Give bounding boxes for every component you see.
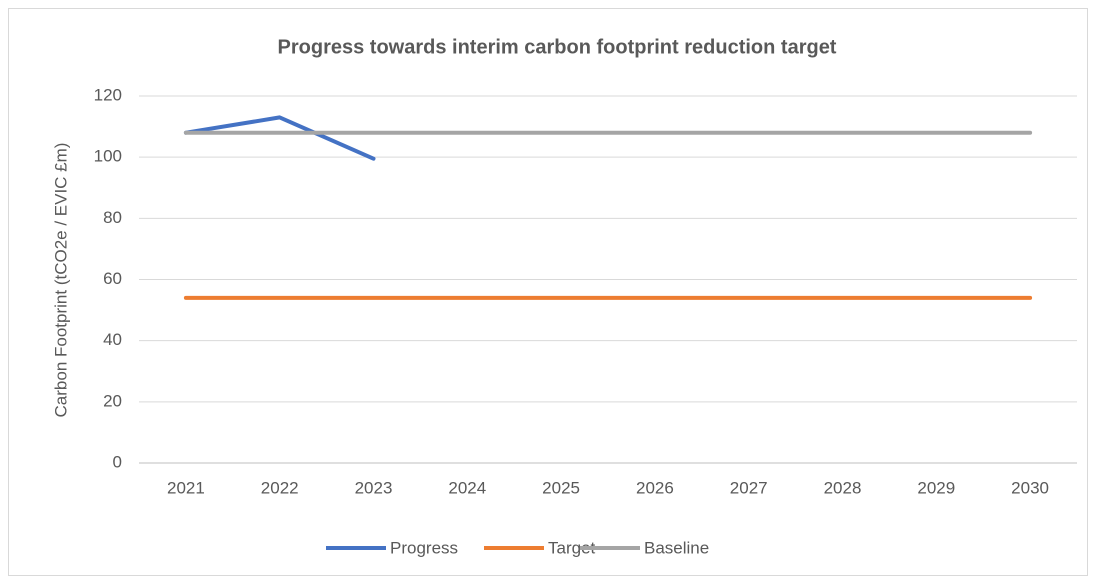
- chart-border: [8, 8, 1088, 576]
- x-tick-label: 2022: [261, 478, 299, 497]
- x-tick-label: 2025: [542, 478, 580, 497]
- x-tick-label: 2026: [636, 478, 674, 497]
- series-line: [183, 115, 376, 161]
- legend-label: Baseline: [644, 538, 709, 557]
- y-tick-label: 20: [103, 391, 122, 410]
- x-tick-label: 2028: [824, 478, 862, 497]
- legend-label: Target: [548, 538, 596, 557]
- y-tick-label: 120: [94, 85, 122, 104]
- x-tick-label: 2030: [1011, 478, 1049, 497]
- x-tick-label: 2021: [167, 478, 205, 497]
- y-tick-label: 40: [103, 330, 122, 349]
- y-axis-label: Carbon Footprint (tCO2e / EVIC £m): [51, 143, 70, 418]
- legend-label: Progress: [390, 538, 458, 557]
- x-tick-label: 2024: [448, 478, 486, 497]
- x-tick-label: 2027: [730, 478, 768, 497]
- y-tick-label: 100: [94, 147, 122, 166]
- x-tick-label: 2023: [355, 478, 393, 497]
- y-tick-label: 60: [103, 269, 122, 288]
- x-tick-label: 2029: [917, 478, 955, 497]
- chart-title: Progress towards interim carbon footprin…: [278, 36, 837, 58]
- y-tick-label: 0: [113, 452, 122, 471]
- y-tick-label: 80: [103, 208, 122, 227]
